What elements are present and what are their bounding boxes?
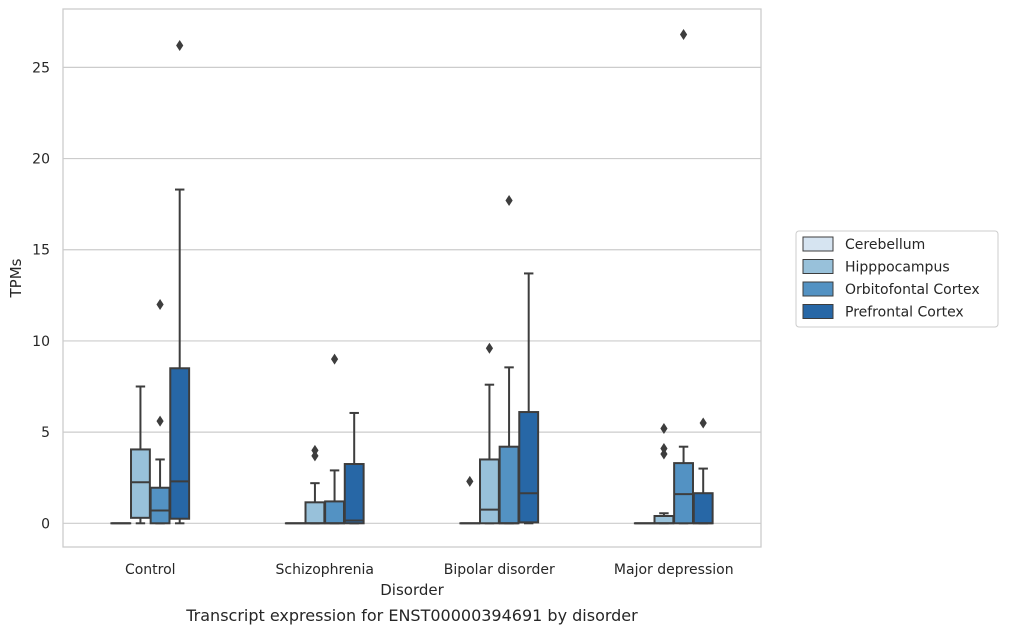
legend-label: Hipppocampus	[845, 260, 950, 276]
box	[324, 500, 345, 525]
box-group	[169, 39, 191, 525]
box	[130, 448, 151, 519]
box	[692, 492, 714, 525]
box-group	[324, 353, 345, 525]
outlier-point	[485, 342, 494, 354]
box-group	[518, 272, 540, 525]
y-tick-labels: 0 5 10 15 20 25	[32, 60, 50, 532]
box-group	[304, 444, 326, 525]
box-group	[692, 417, 714, 525]
legend-swatch	[802, 281, 834, 297]
legend-swatch	[802, 304, 834, 319]
y-tick-label: 20	[32, 152, 50, 168]
outlier-point	[660, 422, 668, 434]
outlier-point	[176, 39, 184, 51]
box-group	[459, 475, 481, 525]
x-tick-label: Schizophrenia	[276, 562, 374, 578]
box-group	[130, 385, 151, 525]
box	[518, 411, 540, 524]
box	[653, 514, 675, 525]
box	[304, 501, 326, 525]
legend-swatch	[802, 236, 834, 252]
outlier-point	[466, 475, 474, 487]
y-axis-label: TPMs	[7, 258, 25, 298]
box	[479, 458, 500, 525]
legend-label: Cerebellum	[845, 237, 925, 253]
x-tick-label: Control	[125, 562, 176, 578]
legend-label: Orbitofontal Cortex	[845, 282, 980, 298]
y-tick-label: 0	[41, 516, 50, 532]
legend-swatch	[802, 259, 834, 274]
outlier-point	[311, 444, 319, 456]
box	[149, 486, 171, 525]
box-group	[498, 194, 520, 525]
x-tick-labels: Control Schizophrenia Bipolar disorder Majo…	[125, 562, 734, 578]
outlier-point	[156, 298, 164, 310]
box-group	[479, 342, 500, 525]
box	[343, 463, 365, 525]
box-group	[673, 29, 694, 525]
legend-frame	[795, 230, 999, 328]
box	[169, 367, 191, 520]
figure-caption: Transcript expression for ENST0000039469…	[186, 606, 638, 625]
box-group	[149, 298, 171, 525]
outlier-point	[156, 415, 164, 427]
plot-area-frame	[62, 8, 762, 548]
box-series	[110, 29, 714, 525]
grid-lines	[63, 66, 761, 524]
box	[498, 445, 520, 525]
y-tick-label: 10	[32, 334, 50, 350]
box-group	[653, 422, 675, 525]
y-tick-label: 15	[32, 243, 50, 259]
y-tick-label: 25	[32, 60, 50, 76]
outlier-point	[330, 353, 339, 365]
legend: Cerebellum Hipppocampus Orbitofontal Corte…	[795, 230, 999, 328]
outlier-point	[505, 194, 513, 206]
y-tick-label: 5	[41, 425, 50, 441]
x-tick-label: Major depression	[614, 562, 734, 578]
box-group	[343, 411, 365, 525]
outlier-point	[660, 443, 668, 455]
outlier-point	[699, 417, 707, 429]
outlier-point	[679, 29, 688, 41]
x-axis-label: Disorder	[380, 581, 444, 599]
legend-label: Prefrontal Cortex	[845, 305, 964, 321]
x-tick-label: Bipolar disorder	[444, 562, 555, 578]
